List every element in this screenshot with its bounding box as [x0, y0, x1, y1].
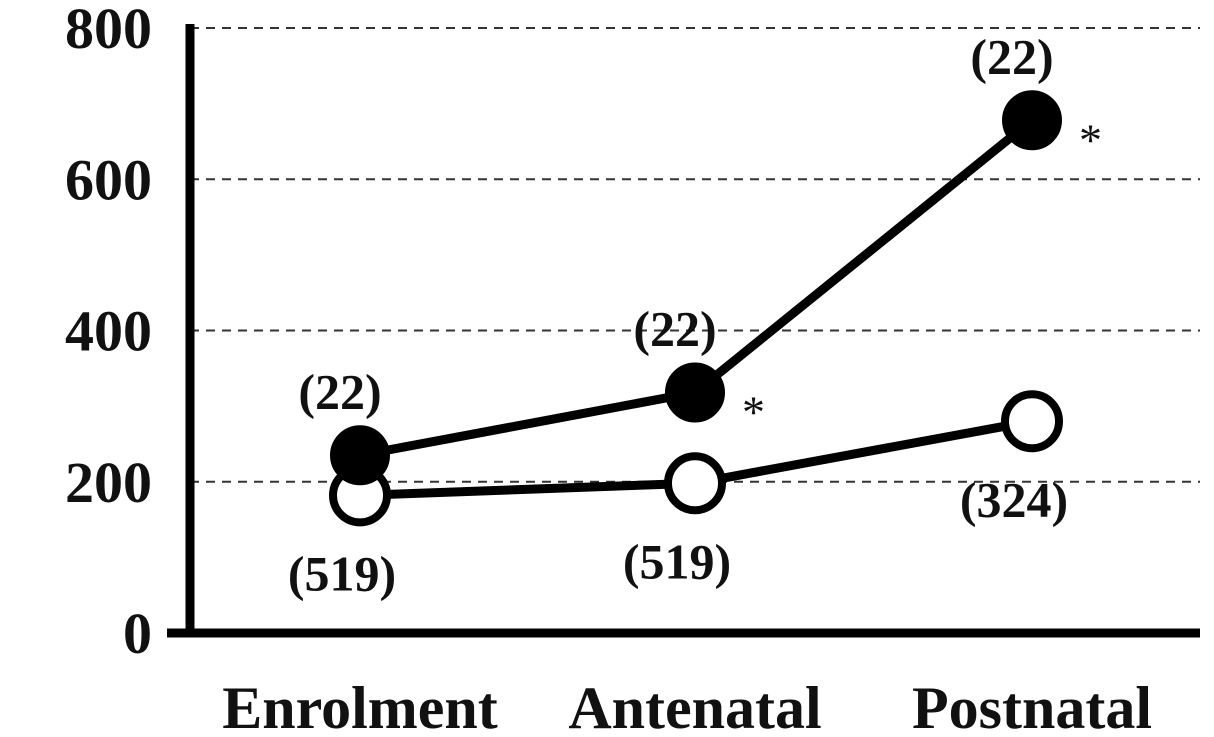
x-category-label-enrolment: Enrolment	[222, 675, 498, 737]
y-tick-label-600: 600	[65, 147, 152, 212]
data-label-layer: (22) (22) * (22) * (519) (519) (324)	[288, 28, 1102, 601]
series-1-point-enrolment	[330, 425, 390, 486]
series-1-point-antenatal	[665, 362, 725, 423]
series-2-n-label-postnatal: (324)	[960, 471, 1068, 527]
x-category-label-postnatal: Postnatal	[912, 675, 1152, 737]
series-2-point-postnatal	[1001, 390, 1063, 453]
series-1-point-postnatal	[1002, 90, 1062, 151]
x-category-label-antenatal: Antenatal	[568, 675, 821, 737]
axes	[167, 24, 1200, 638]
y-tick-label-800: 800	[65, 0, 152, 61]
series-1-significance-antenatal: *	[742, 387, 765, 438]
series-layer	[329, 90, 1063, 527]
series-2-n-label-enrolment: (519)	[288, 545, 396, 601]
x-category-labels: Enrolment Antenatal Postnatal	[222, 675, 1152, 737]
series-1-n-label-enrolment: (22)	[298, 363, 381, 419]
y-tick-labels: 0 200 400 600 800	[65, 0, 152, 666]
y-tick-label-200: 200	[65, 450, 152, 515]
y-tick-label-0: 0	[123, 601, 152, 666]
series-2-point-antenatal	[664, 452, 726, 515]
series-1-n-label-antenatal: (22)	[633, 301, 716, 357]
series-2-n-label-antenatal: (519)	[623, 533, 731, 589]
series-1-significance-postnatal: *	[1079, 114, 1102, 165]
y-tick-label-400: 400	[65, 299, 152, 364]
series-1-n-label-postnatal: (22)	[970, 28, 1053, 84]
